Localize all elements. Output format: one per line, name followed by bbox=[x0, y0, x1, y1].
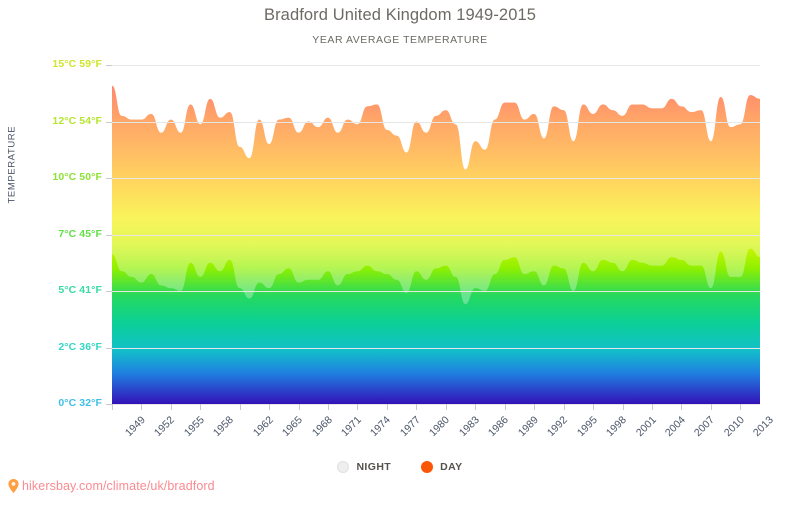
x-tick-mark bbox=[357, 404, 358, 410]
day-swatch-icon bbox=[421, 461, 434, 473]
y-tick-label: 7°C 45°F bbox=[58, 227, 102, 240]
chart-legend: NIGHT DAY bbox=[0, 461, 800, 473]
x-tick-mark bbox=[505, 404, 506, 410]
x-tick-mark bbox=[299, 404, 300, 410]
y-gridline bbox=[112, 348, 760, 349]
y-tick-label: 0°C 32°F bbox=[58, 397, 102, 409]
y-gridline bbox=[112, 122, 760, 123]
y-gridline bbox=[112, 235, 760, 236]
x-tick-mark bbox=[623, 404, 624, 410]
x-tick-mark bbox=[740, 404, 741, 410]
x-tick-mark bbox=[593, 404, 594, 410]
y-tick-label: 5°C 41°F bbox=[58, 284, 102, 296]
y-gridline bbox=[112, 178, 760, 179]
x-tick-mark bbox=[171, 404, 172, 410]
page-title: Bradford United Kingdom 1949-2015 bbox=[263, 6, 537, 24]
x-tick-mark bbox=[475, 404, 476, 410]
y-tick-label: 10°C 50°F bbox=[52, 171, 102, 183]
x-tick-mark bbox=[564, 404, 565, 410]
x-tick-mark bbox=[328, 404, 329, 410]
x-tick-mark bbox=[387, 404, 388, 410]
y-gridline bbox=[112, 404, 760, 405]
legend-item-day[interactable]: DAY bbox=[421, 461, 462, 473]
x-tick-mark bbox=[652, 404, 653, 410]
x-tick-mark bbox=[534, 404, 535, 410]
x-tick-mark bbox=[141, 404, 142, 410]
night-swatch-icon bbox=[337, 461, 350, 473]
x-tick-mark bbox=[711, 404, 712, 410]
legend-label-night: NIGHT bbox=[356, 461, 392, 473]
legend-label-day: DAY bbox=[440, 461, 463, 473]
x-tick-mark bbox=[681, 404, 682, 410]
y-tick-label: 15°C 59°F bbox=[52, 58, 102, 70]
y-tick-label: 2°C 36°F bbox=[58, 340, 102, 353]
x-tick-mark bbox=[416, 404, 417, 410]
x-tick-mark bbox=[269, 404, 270, 410]
y-tick-mark bbox=[106, 404, 112, 405]
x-tick-mark bbox=[112, 404, 113, 410]
y-tick-mark bbox=[106, 291, 112, 292]
y-tick-mark bbox=[106, 122, 112, 123]
source-url-text: hikersbay.com/climate/uk/bradford bbox=[22, 479, 215, 493]
x-tick-mark bbox=[446, 404, 447, 410]
y-gridline bbox=[112, 65, 760, 66]
legend-item-night[interactable]: NIGHT bbox=[337, 461, 391, 473]
y-tick-mark bbox=[106, 65, 112, 66]
x-tick-mark bbox=[240, 404, 241, 410]
night-day-band bbox=[112, 85, 760, 305]
y-tick-mark bbox=[106, 178, 112, 179]
y-tick-label: 12°C 54°F bbox=[52, 114, 102, 127]
y-tick-mark bbox=[106, 348, 112, 349]
y-gridline bbox=[112, 291, 760, 292]
x-tick-mark bbox=[200, 404, 201, 410]
map-pin-icon bbox=[8, 479, 19, 493]
y-tick-mark bbox=[106, 235, 112, 236]
chart-subtitle: YEAR AVERAGE TEMPERATURE bbox=[312, 34, 488, 46]
source-link[interactable]: hikersbay.com/climate/uk/bradford bbox=[8, 479, 215, 493]
